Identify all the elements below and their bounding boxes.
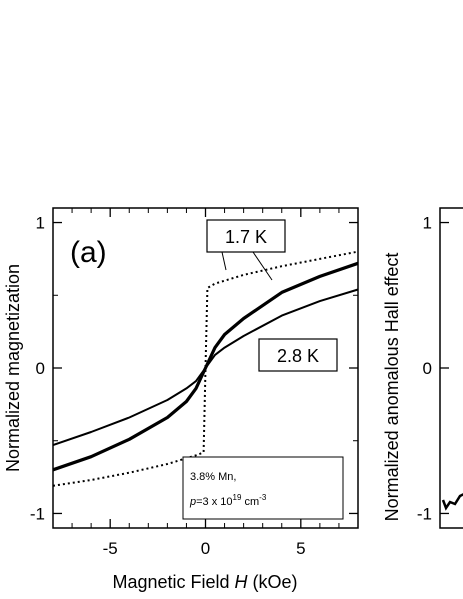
series-line-solid <box>52 288 359 447</box>
panel-label: (a) <box>70 236 107 269</box>
label-1-7k-box <box>206 219 286 253</box>
x-tick-label: -5 <box>103 539 118 558</box>
panel-b-y-tick-label: -1 <box>417 504 432 523</box>
label-2-8k: 2.8 K <box>277 346 319 366</box>
sample-hole-density: p=3 x 1019 cm-3 <box>189 493 267 508</box>
panel-b-y-tick-labels: -1 0 1 <box>417 214 432 524</box>
series-line-dotted <box>52 250 359 487</box>
panel-b-y-axis-title: Normalized anomalous Hall effect <box>382 253 402 522</box>
y-axis-title: Normalized magnetization <box>3 264 23 472</box>
panel-b-data-fragment <box>441 493 463 511</box>
x-tick-label: 5 <box>296 539 305 558</box>
y-tick-label: -1 <box>30 504 45 523</box>
y-tick-label: 0 <box>36 359 45 378</box>
sample-composition: 3.8% Mn, <box>190 471 236 483</box>
x-tick-label: 0 <box>201 539 210 558</box>
panel-b-y-tick-label: 0 <box>423 359 432 378</box>
label-1-7k: 1.7 K <box>225 227 267 247</box>
pointer-1-7k-solid <box>252 251 273 281</box>
sample-info-box <box>182 456 344 520</box>
panel-a-ticks <box>52 208 359 528</box>
label-2-8k-box <box>258 338 338 372</box>
panel-a-x-tick-labels: -5 0 5 <box>103 539 306 558</box>
x-axis-title: Magnetic Field H (kOe) <box>112 572 297 592</box>
pointer-1-7k-dotted <box>221 251 227 271</box>
panel-a-y-tick-labels: -1 0 1 <box>30 214 45 524</box>
panel-a-series <box>52 250 359 487</box>
y-tick-label: 1 <box>36 214 45 233</box>
panel-b-y-tick-label: 1 <box>423 214 432 233</box>
panel-b-ticks <box>440 221 449 515</box>
